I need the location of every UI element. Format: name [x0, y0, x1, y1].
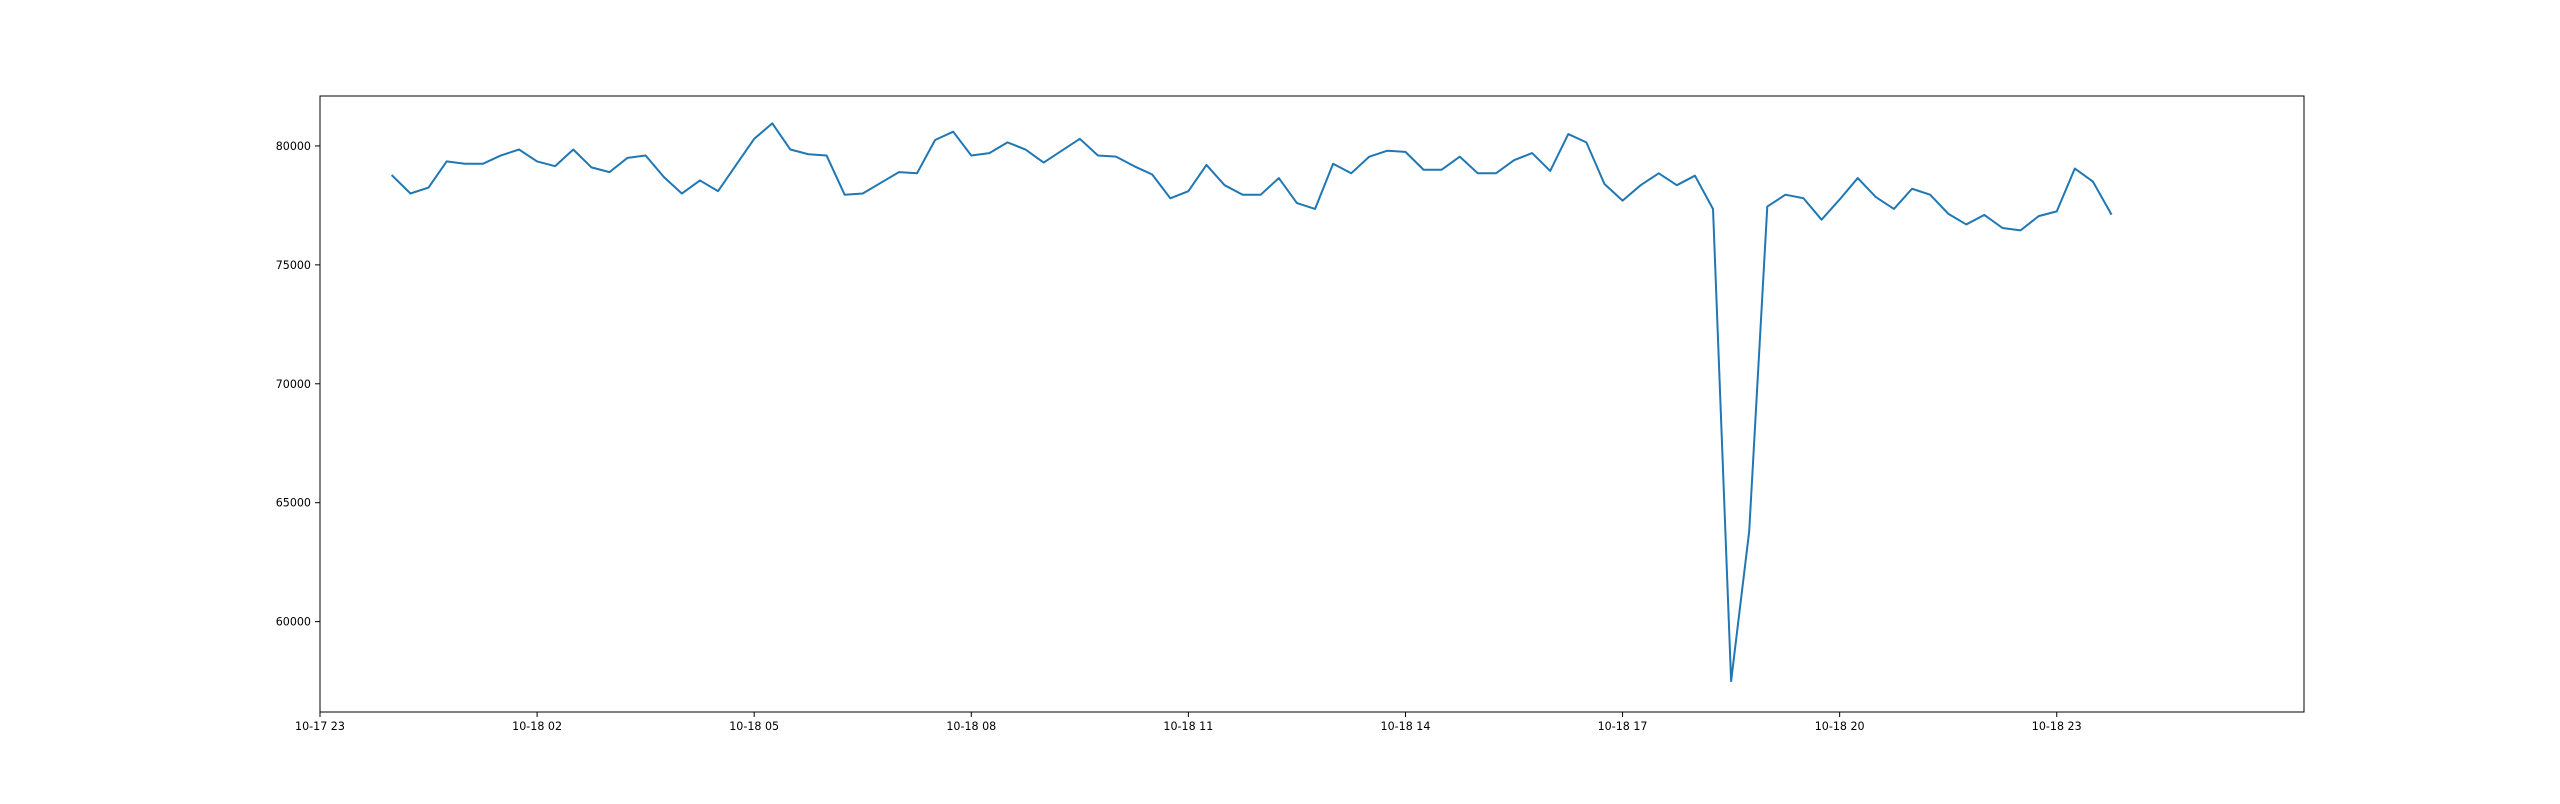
y-tick-label: 60000: [276, 616, 311, 629]
x-tick-label: 10-18 02: [512, 720, 562, 733]
x-tick-label: 10-18 17: [1598, 720, 1648, 733]
x-tick-label: 10-18 20: [1815, 720, 1865, 733]
y-tick-label: 80000: [276, 140, 311, 153]
plot-area: [390, 122, 2113, 683]
y-tick-label: 75000: [276, 259, 311, 272]
y-axis: 60000 65000 70000 75000 80000: [276, 140, 320, 629]
x-tick-label: 10-18 14: [1381, 720, 1431, 733]
x-axis: 10-17 23 10-18 02 10-18 05 10-18 08 10-18 11…: [295, 712, 2082, 733]
x-tick-label: 10-18 23: [2032, 720, 2082, 733]
x-tick-label: 10-18 05: [729, 720, 779, 733]
y-tick-label: 65000: [276, 497, 311, 510]
series-line-0: [390, 122, 2113, 683]
axes-frame: [319, 95, 2305, 713]
y-tick-label: 70000: [276, 378, 311, 391]
x-tick-label: 10-18 08: [946, 720, 996, 733]
x-tick-label: 10-17 23: [295, 720, 345, 733]
x-tick-label: 10-18 11: [1163, 720, 1213, 733]
